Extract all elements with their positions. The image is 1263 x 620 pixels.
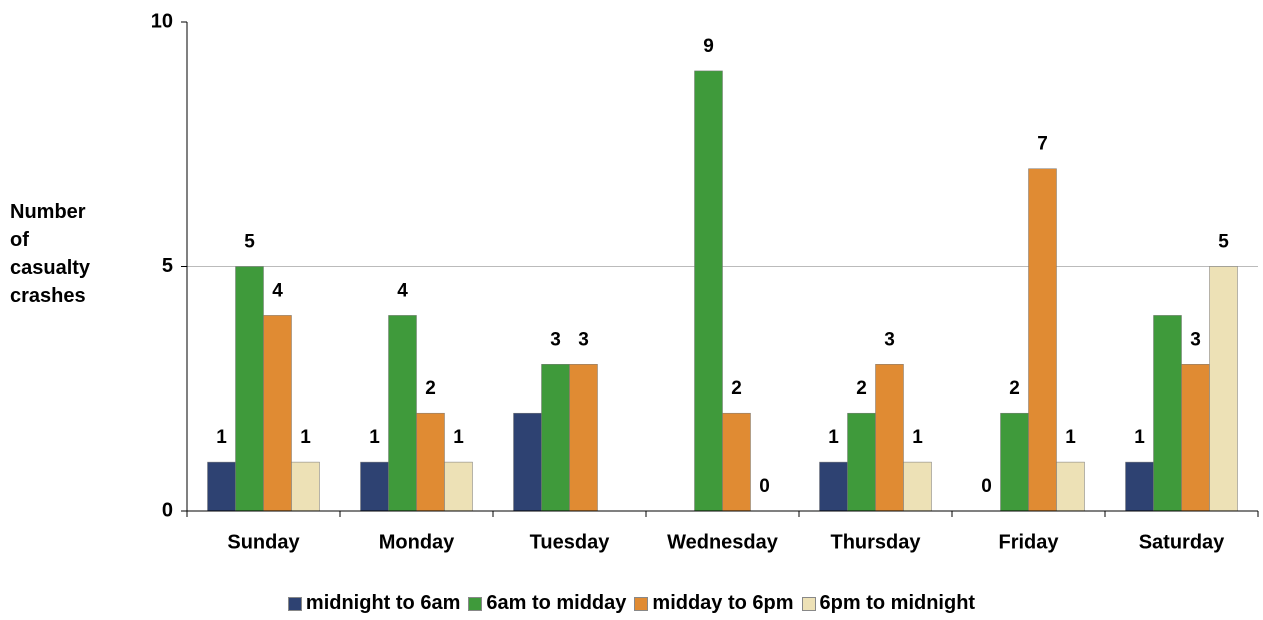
bar — [1056, 461, 1085, 512]
data-label: 4 — [272, 280, 283, 301]
bar — [569, 364, 598, 512]
data-label: 1 — [300, 427, 311, 448]
legend-label: 6pm to midnight — [819, 592, 976, 614]
bar — [1209, 266, 1238, 512]
data-label: 5 — [1218, 232, 1229, 253]
x-tick-label: Wednesday — [667, 531, 779, 553]
x-tick-label: Thursday — [830, 531, 921, 553]
data-label: 1 — [216, 427, 227, 448]
data-label: 2 — [731, 378, 742, 399]
x-tick-label: Monday — [379, 531, 455, 553]
bar — [207, 461, 236, 512]
legend-item: midnight to 6am — [287, 592, 461, 615]
data-label: 9 — [703, 36, 714, 57]
bar — [388, 315, 417, 512]
bar — [1000, 412, 1029, 512]
data-label: 2 — [1009, 378, 1020, 399]
bar — [903, 461, 932, 512]
legend-item: midday to 6pm — [634, 592, 794, 615]
bar — [513, 412, 542, 512]
x-tick-label: Sunday — [227, 531, 300, 553]
data-label: 1 — [1134, 427, 1145, 448]
legend-swatch — [468, 596, 483, 611]
legend-swatch — [287, 596, 302, 611]
bar — [819, 461, 848, 512]
legend-label: midday to 6pm — [652, 592, 794, 614]
data-label: 5 — [244, 232, 255, 253]
y-tick-label: 10 — [151, 10, 173, 32]
bar — [291, 461, 320, 512]
bar — [1181, 364, 1210, 512]
legend-item: 6am to midday — [468, 592, 626, 615]
data-label: 1 — [369, 427, 380, 448]
data-label: 0 — [759, 476, 770, 497]
data-label: 1 — [912, 427, 923, 448]
data-label: 3 — [1190, 329, 1201, 350]
data-label: 4 — [397, 280, 408, 301]
y-tick-label: 5 — [162, 255, 173, 277]
data-label: 7 — [1037, 134, 1048, 155]
data-label: 1 — [828, 427, 839, 448]
legend-swatch — [801, 596, 816, 611]
legend: midnight to 6am 6am to midday midday to 6p… — [0, 592, 1263, 615]
bar — [1028, 168, 1057, 512]
bar — [875, 364, 904, 512]
bar — [360, 461, 389, 512]
x-tick-label: Saturday — [1139, 531, 1225, 553]
y-axis-label: Number of casualty crashes — [10, 201, 91, 307]
bar — [444, 461, 473, 512]
bar — [541, 364, 570, 512]
data-label: 2 — [856, 378, 867, 399]
data-label: 3 — [578, 329, 589, 350]
bar — [1153, 315, 1182, 512]
bar — [416, 412, 445, 512]
bar — [263, 315, 292, 512]
data-label: 1 — [1065, 427, 1076, 448]
bar — [694, 70, 723, 512]
legend-label: 6am to midday — [486, 592, 627, 614]
data-label: 3 — [550, 329, 561, 350]
y-tick-label: 0 — [162, 499, 173, 521]
bar — [847, 412, 876, 512]
bar — [1125, 461, 1154, 512]
data-label: 0 — [981, 476, 992, 497]
x-tick-label: Tuesday — [530, 531, 611, 553]
data-label: 3 — [884, 329, 895, 350]
bar — [235, 266, 264, 512]
bar — [722, 412, 751, 512]
data-label: 2 — [425, 378, 436, 399]
x-tick-label: Friday — [998, 531, 1059, 553]
legend-swatch — [634, 596, 649, 611]
data-label: 1 — [453, 427, 464, 448]
legend-item: 6pm to midnight — [801, 592, 976, 615]
legend-label: midnight to 6am — [305, 592, 461, 614]
